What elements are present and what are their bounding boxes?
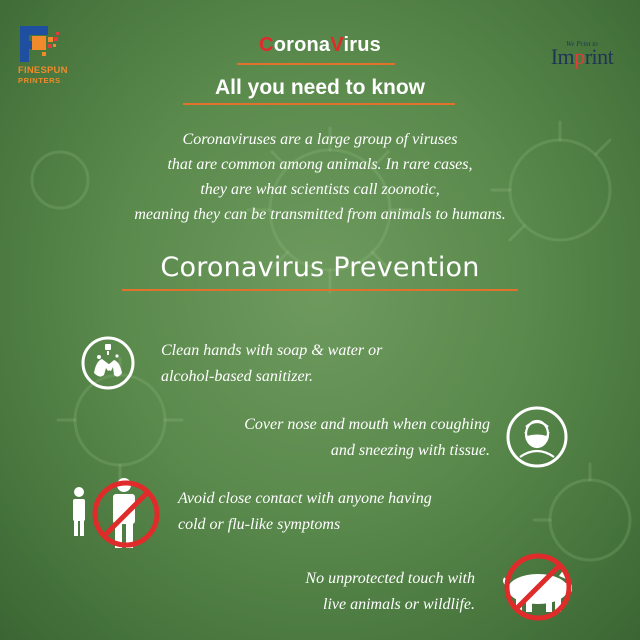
hand-washing-icon bbox=[81, 336, 135, 390]
intro-line: meaning they can be transmitted from ani… bbox=[134, 206, 506, 223]
imprint-wordmark-part: Im bbox=[550, 44, 575, 69]
imprint-wordmark-accent: p bbox=[574, 44, 585, 69]
tip-line: Clean hands with soap & water or bbox=[161, 342, 383, 359]
title-letter-v: V bbox=[330, 34, 344, 56]
intro-line: Coronaviruses are a large group of virus… bbox=[182, 131, 458, 148]
prevention-divider bbox=[122, 289, 518, 291]
face-mask-icon bbox=[506, 406, 568, 468]
tip-line: cold or flu-like symptoms bbox=[178, 516, 341, 533]
intro-line: that are common among animals. In rare c… bbox=[167, 156, 473, 173]
page-subtitle: All you need to know bbox=[214, 76, 425, 99]
imprint-logo: We Print to Imprint bbox=[540, 40, 624, 68]
prevention-heading: Coronavirus Prevention bbox=[160, 252, 480, 283]
title-letter-c: C bbox=[259, 34, 274, 56]
tip-line: No unprotected touch with bbox=[305, 570, 475, 587]
tip-line: alcohol-based sanitizer. bbox=[161, 368, 313, 385]
imprint-tagline: We Print to bbox=[566, 40, 598, 48]
tip-avoid-contact: Avoid close contact with anyone having c… bbox=[178, 486, 432, 538]
logo-text-finespun: FINESPUN bbox=[18, 65, 68, 76]
finespun-logo-mark-icon bbox=[20, 26, 59, 62]
tip-line: and sneezing with tissue. bbox=[330, 442, 490, 459]
tip-hand-washing: Clean hands with soap & water or alcohol… bbox=[161, 338, 382, 390]
title-divider bbox=[237, 63, 395, 65]
title-part-irus: irus bbox=[343, 34, 381, 56]
imprint-wordmark: Imprint bbox=[540, 46, 624, 68]
tip-cover-mouth: Cover nose and mouth when coughing and s… bbox=[196, 412, 490, 464]
logo-text-printers: PRINTERS bbox=[18, 76, 61, 85]
title-part-orona: orona bbox=[273, 34, 331, 56]
tip-line: Cover nose and mouth when coughing bbox=[244, 416, 490, 433]
imprint-wordmark-part: rint bbox=[584, 44, 614, 69]
no-contact-icon bbox=[73, 478, 160, 548]
no-animal-contact-icon bbox=[503, 553, 572, 621]
subtitle-divider bbox=[183, 103, 455, 105]
tip-line: live animals or wildlife. bbox=[323, 596, 475, 613]
page-title: CoronaVirus bbox=[0, 34, 640, 57]
tip-line: Avoid close contact with anyone having bbox=[178, 490, 432, 507]
intro-line: they are what scientists call zoonotic, bbox=[200, 181, 440, 198]
intro-paragraph: Coronaviruses are a large group of virus… bbox=[60, 127, 580, 227]
tip-no-animal-contact: No unprotected touch with live animals o… bbox=[266, 566, 475, 618]
finespun-printers-logo: FINESPUN PRINTERS bbox=[18, 24, 72, 85]
